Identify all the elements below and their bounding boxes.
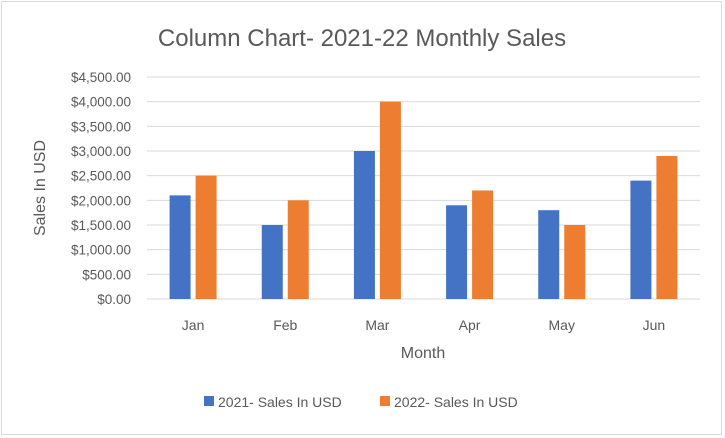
x-tick-label: Jan <box>182 317 205 333</box>
y-tick-label: $3,000.00 <box>71 144 131 159</box>
y-tick-label: $4,000.00 <box>71 95 131 110</box>
bar-2-may <box>564 225 586 299</box>
bar-1-mar <box>353 151 375 299</box>
legend: 2021- Sales In USD 2022- Sales In USD <box>204 394 518 410</box>
x-axis-title: Month <box>401 345 445 362</box>
y-tick-label: $1,500.00 <box>71 218 131 233</box>
y-tick-label: $1,000.00 <box>71 243 131 258</box>
bar-1-jun <box>630 180 652 299</box>
y-axis-tick-labels: $0.00 $500.00 $1,000.00 $1,500.00 $2,000.00 $… <box>71 70 131 307</box>
x-tick-label: Mar <box>365 317 389 333</box>
bar-1-feb <box>261 225 283 299</box>
chart-title: Column Chart- 2021-22 Monthly Sales <box>158 25 566 52</box>
y-tick-label: $3,500.00 <box>71 119 131 134</box>
legend-label: 2022- Sales In USD <box>394 394 518 410</box>
y-axis-title: Sales In USD <box>32 140 49 236</box>
y-tick-label: $2,000.00 <box>71 193 131 208</box>
gridlines <box>147 76 700 300</box>
legend-swatch <box>204 396 214 406</box>
x-tick-label: May <box>549 317 575 333</box>
bar-1-jan <box>169 195 191 299</box>
bar-1-may <box>538 210 560 299</box>
legend-swatch <box>380 396 390 406</box>
bar-2-apr <box>472 190 494 299</box>
bars <box>169 101 678 300</box>
x-tick-label: Feb <box>273 317 297 333</box>
y-tick-label: $4,500.00 <box>71 70 131 85</box>
y-tick-label: $2,500.00 <box>71 169 131 184</box>
x-axis-tick-labels: Jan Feb Mar Apr May Jun <box>182 317 665 333</box>
bar-1-apr <box>446 205 468 299</box>
bar-2-jun <box>656 155 678 299</box>
bar-2-feb <box>287 200 309 299</box>
y-tick-label: $500.00 <box>82 267 131 282</box>
x-tick-label: Apr <box>459 317 481 333</box>
bar-2-jan <box>195 175 217 299</box>
x-tick-label: Jun <box>643 317 666 333</box>
bar-2-mar <box>379 101 401 300</box>
legend-label: 2021- Sales In USD <box>218 394 342 410</box>
y-tick-label: $0.00 <box>97 292 131 307</box>
